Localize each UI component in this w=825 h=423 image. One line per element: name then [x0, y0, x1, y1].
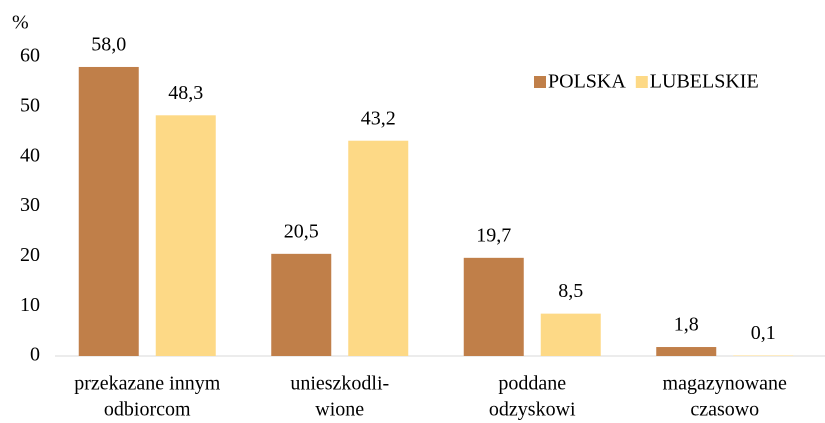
x-tick-label: magazynowane: [663, 373, 788, 395]
y-tick-label: 40: [20, 144, 40, 166]
bar: [540, 313, 601, 356]
y-tick-label: 30: [20, 194, 40, 216]
bar: [271, 253, 332, 356]
y-tick-label: 60: [20, 45, 40, 67]
legend-label: POLSKA: [548, 71, 626, 93]
bar: [155, 115, 216, 357]
value-label: 0,1: [751, 322, 776, 344]
value-label: 43,2: [361, 107, 396, 129]
bar: [656, 347, 717, 356]
y-tick-label: 10: [20, 294, 40, 316]
x-tick-label: unieszkodli-: [290, 373, 389, 395]
x-tick-label: wione: [315, 399, 364, 421]
x-tick-label: poddane: [498, 373, 566, 395]
x-tick-label: czasowo: [690, 399, 759, 421]
legend-label: LUBELSKIE: [650, 71, 759, 93]
value-label: 20,5: [284, 220, 319, 242]
y-tick-label: 0: [30, 344, 40, 366]
value-label: 58,0: [91, 34, 126, 56]
value-label: 48,3: [168, 82, 203, 104]
legend-swatch: [635, 76, 648, 88]
y-tick-label: 20: [20, 244, 40, 266]
y-axis-label: %: [12, 12, 29, 34]
bar: [463, 257, 524, 356]
value-label: 19,7: [476, 224, 511, 246]
value-label: 1,8: [674, 314, 699, 336]
x-tick-label: przekazane innym: [74, 373, 220, 395]
x-tick-label: odzyskowi: [489, 399, 576, 421]
bar: [348, 140, 409, 356]
bar: [78, 66, 139, 356]
value-label: 8,5: [558, 280, 583, 302]
x-tick-label: odbiorcom: [104, 399, 191, 421]
legend-swatch: [534, 76, 546, 88]
y-tick-label: 50: [20, 94, 40, 116]
